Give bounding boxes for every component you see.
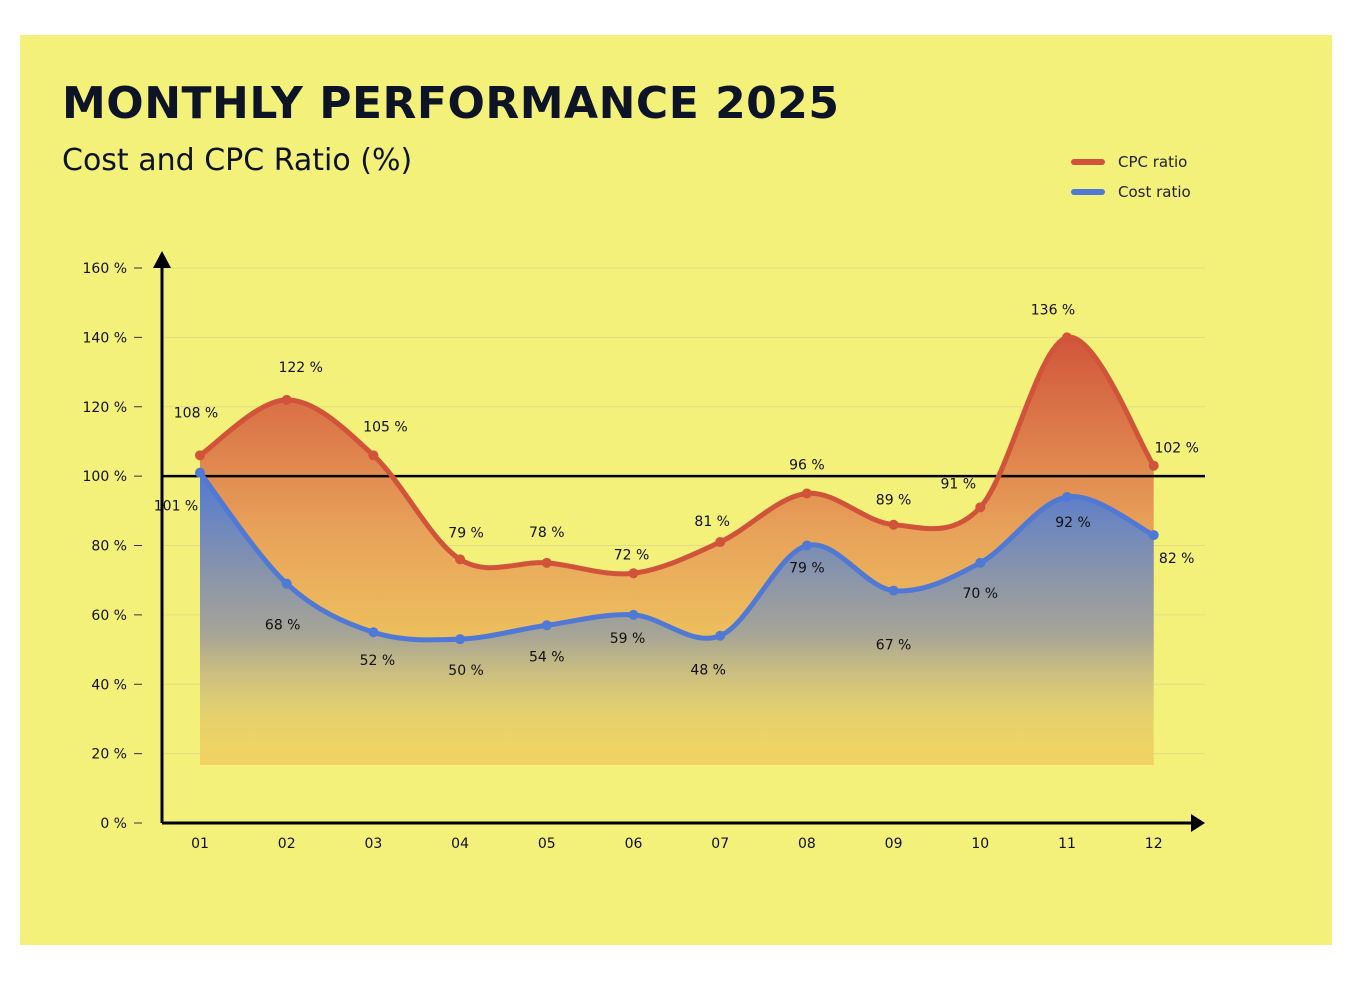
chart-subtitle: Cost and CPC Ratio (%) bbox=[62, 143, 413, 178]
x-axis-arrow bbox=[1191, 814, 1205, 832]
cost-area bbox=[200, 472, 1154, 765]
cpc-data-label: 136 % bbox=[1031, 302, 1075, 318]
y-tick-label: 20 % bbox=[91, 747, 127, 763]
cost-point bbox=[368, 627, 379, 638]
x-tick-label: 10 bbox=[971, 836, 989, 852]
cpc-point bbox=[368, 450, 379, 461]
y-tick-label: 60 % bbox=[91, 608, 127, 624]
cpc-point bbox=[281, 394, 292, 405]
y-tick-label: 0 % bbox=[100, 816, 127, 832]
cost-point bbox=[281, 578, 292, 589]
cpc-point bbox=[1148, 460, 1159, 471]
cost-data-label: 79 % bbox=[789, 561, 825, 577]
cost-point bbox=[628, 609, 639, 620]
cost-data-label: 101 % bbox=[154, 499, 198, 515]
legend-label: CPC ratio bbox=[1118, 153, 1187, 171]
cost-line bbox=[197, 470, 1157, 643]
cost-data-label: 70 % bbox=[963, 586, 999, 602]
x-tick-label: 07 bbox=[711, 836, 729, 852]
cost-data-label: 67 % bbox=[876, 638, 912, 654]
cost-data-label: 82 % bbox=[1159, 551, 1195, 567]
x-tick-label: 09 bbox=[885, 836, 903, 852]
y-tick-label: 140 % bbox=[83, 330, 127, 346]
x-tick-label: 02 bbox=[278, 836, 296, 852]
cost-point bbox=[195, 467, 205, 478]
cpc-point bbox=[455, 554, 466, 565]
cost-data-label: 52 % bbox=[360, 653, 396, 669]
x-tick-label: 06 bbox=[625, 836, 643, 852]
cpc-point bbox=[975, 502, 986, 513]
cost-data-label: 92 % bbox=[1055, 515, 1091, 531]
y-tick-label: 160 % bbox=[83, 261, 127, 277]
cost-point bbox=[801, 540, 812, 551]
y-tick-label: 40 % bbox=[91, 677, 127, 693]
y-tick-label: 80 % bbox=[91, 539, 127, 555]
cost-data-label: 54 % bbox=[529, 649, 565, 665]
cpc-point bbox=[888, 519, 899, 530]
chart-title: MONTHLY PERFORMANCE 2025 bbox=[62, 78, 840, 129]
x-tick-label: 08 bbox=[798, 836, 816, 852]
legend-label: Cost ratio bbox=[1118, 183, 1191, 201]
cpc-point bbox=[801, 488, 812, 499]
cost-data-label: 50 % bbox=[448, 663, 484, 679]
cost-point bbox=[1148, 530, 1159, 541]
cpc-data-label: 122 % bbox=[278, 360, 322, 376]
cost-data-label: 59 % bbox=[610, 631, 646, 647]
cpc-data-label: 96 % bbox=[789, 457, 825, 473]
x-tick-label: 01 bbox=[191, 836, 209, 852]
cpc-data-label: 78 % bbox=[529, 525, 565, 541]
cost-point bbox=[715, 630, 726, 641]
cost-point bbox=[1062, 491, 1072, 502]
cpc-data-label: 108 % bbox=[174, 405, 218, 421]
y-tick-label: 120 % bbox=[83, 400, 127, 416]
cpc-point bbox=[541, 557, 552, 568]
cpc-data-label: 89 % bbox=[876, 493, 912, 509]
cost-data-label: 48 % bbox=[690, 663, 726, 679]
x-tick-label: 11 bbox=[1058, 836, 1076, 852]
cpc-data-label: 105 % bbox=[363, 419, 407, 435]
cpc-data-label: 91 % bbox=[941, 476, 977, 492]
x-tick-label: 03 bbox=[364, 836, 382, 852]
cpc-point bbox=[628, 568, 639, 579]
cost-point bbox=[888, 585, 899, 596]
x-tick-label: 05 bbox=[538, 836, 556, 852]
cost-point bbox=[541, 620, 552, 631]
cost-point bbox=[455, 634, 466, 645]
cpc-data-label: 81 % bbox=[694, 514, 730, 530]
cpc-data-label: 79 % bbox=[448, 525, 484, 541]
x-tick-label: 04 bbox=[451, 836, 469, 852]
cost-point bbox=[975, 557, 986, 568]
cpc-point bbox=[715, 537, 726, 548]
cpc-data-label: 72 % bbox=[614, 547, 650, 563]
cpc-point bbox=[1062, 332, 1072, 343]
x-tick-label: 12 bbox=[1145, 836, 1163, 852]
y-tick-label: 100 % bbox=[83, 469, 127, 485]
cpc-point bbox=[195, 450, 205, 461]
cpc-data-label: 102 % bbox=[1154, 441, 1198, 457]
y-axis-arrow bbox=[153, 251, 171, 268]
cost-data-label: 68 % bbox=[265, 618, 301, 634]
